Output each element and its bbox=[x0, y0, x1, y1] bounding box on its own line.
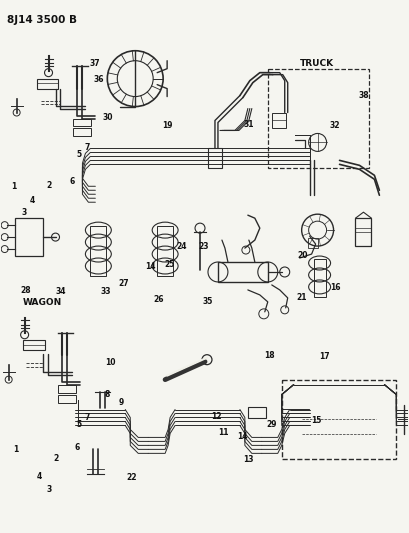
Text: 27: 27 bbox=[119, 279, 129, 288]
Text: 8: 8 bbox=[105, 390, 110, 399]
Text: 28: 28 bbox=[20, 286, 31, 295]
Text: 21: 21 bbox=[296, 293, 307, 302]
Text: 6: 6 bbox=[74, 442, 79, 451]
Bar bbox=[74, 118, 91, 126]
Text: 17: 17 bbox=[319, 352, 330, 361]
Text: 4: 4 bbox=[30, 196, 35, 205]
Text: 5: 5 bbox=[76, 421, 81, 429]
Text: 20: 20 bbox=[297, 252, 308, 261]
Bar bbox=[218, 262, 268, 282]
Text: 14: 14 bbox=[237, 432, 247, 441]
Bar bbox=[22, 340, 45, 350]
Text: 2: 2 bbox=[46, 181, 52, 190]
Text: 16: 16 bbox=[330, 283, 340, 292]
Text: 25: 25 bbox=[165, 261, 175, 269]
Bar bbox=[74, 128, 91, 136]
Bar bbox=[58, 394, 76, 402]
Bar bbox=[15, 218, 43, 256]
Bar bbox=[208, 148, 222, 168]
Text: 13: 13 bbox=[243, 455, 254, 464]
Text: 31: 31 bbox=[243, 119, 254, 128]
Text: 5: 5 bbox=[76, 150, 81, 159]
Text: 12: 12 bbox=[211, 412, 221, 421]
Text: 23: 23 bbox=[198, 242, 209, 251]
Bar bbox=[308, 238, 318, 248]
Text: 9: 9 bbox=[119, 398, 124, 407]
Text: 11: 11 bbox=[218, 427, 229, 437]
Text: 33: 33 bbox=[101, 287, 111, 296]
Text: 7: 7 bbox=[84, 413, 90, 422]
Bar bbox=[282, 379, 396, 459]
Bar bbox=[314, 259, 326, 297]
Text: 24: 24 bbox=[177, 242, 187, 251]
Text: 10: 10 bbox=[106, 358, 116, 367]
Text: 29: 29 bbox=[267, 421, 277, 429]
Text: WAGON: WAGON bbox=[23, 298, 62, 307]
Text: 19: 19 bbox=[162, 121, 172, 130]
Bar bbox=[272, 112, 286, 128]
Text: 22: 22 bbox=[127, 473, 137, 482]
Text: 18: 18 bbox=[264, 351, 275, 360]
Text: 15: 15 bbox=[311, 416, 322, 425]
Text: 1: 1 bbox=[13, 445, 19, 454]
Bar bbox=[36, 79, 58, 88]
Text: 35: 35 bbox=[202, 296, 213, 305]
Bar bbox=[58, 385, 76, 393]
Text: 37: 37 bbox=[90, 59, 101, 68]
Bar bbox=[248, 407, 266, 418]
Text: TRUCK: TRUCK bbox=[300, 59, 335, 68]
Text: 4: 4 bbox=[37, 472, 42, 481]
Text: 2: 2 bbox=[53, 454, 58, 463]
Text: 26: 26 bbox=[154, 295, 164, 304]
Text: 32: 32 bbox=[330, 121, 340, 130]
Text: 7: 7 bbox=[84, 143, 90, 152]
Text: 36: 36 bbox=[93, 75, 104, 84]
Text: 38: 38 bbox=[358, 91, 369, 100]
Bar bbox=[90, 226, 106, 276]
Bar bbox=[157, 226, 173, 276]
Text: 14: 14 bbox=[146, 262, 156, 271]
Text: 8J14 3500 B: 8J14 3500 B bbox=[7, 15, 76, 25]
Text: 30: 30 bbox=[102, 114, 113, 122]
Text: 1: 1 bbox=[11, 182, 16, 191]
Text: 3: 3 bbox=[46, 485, 52, 494]
Text: 34: 34 bbox=[56, 287, 66, 296]
Bar bbox=[355, 218, 371, 246]
Bar bbox=[268, 69, 369, 168]
Text: 3: 3 bbox=[22, 208, 27, 217]
Text: 6: 6 bbox=[70, 177, 75, 186]
